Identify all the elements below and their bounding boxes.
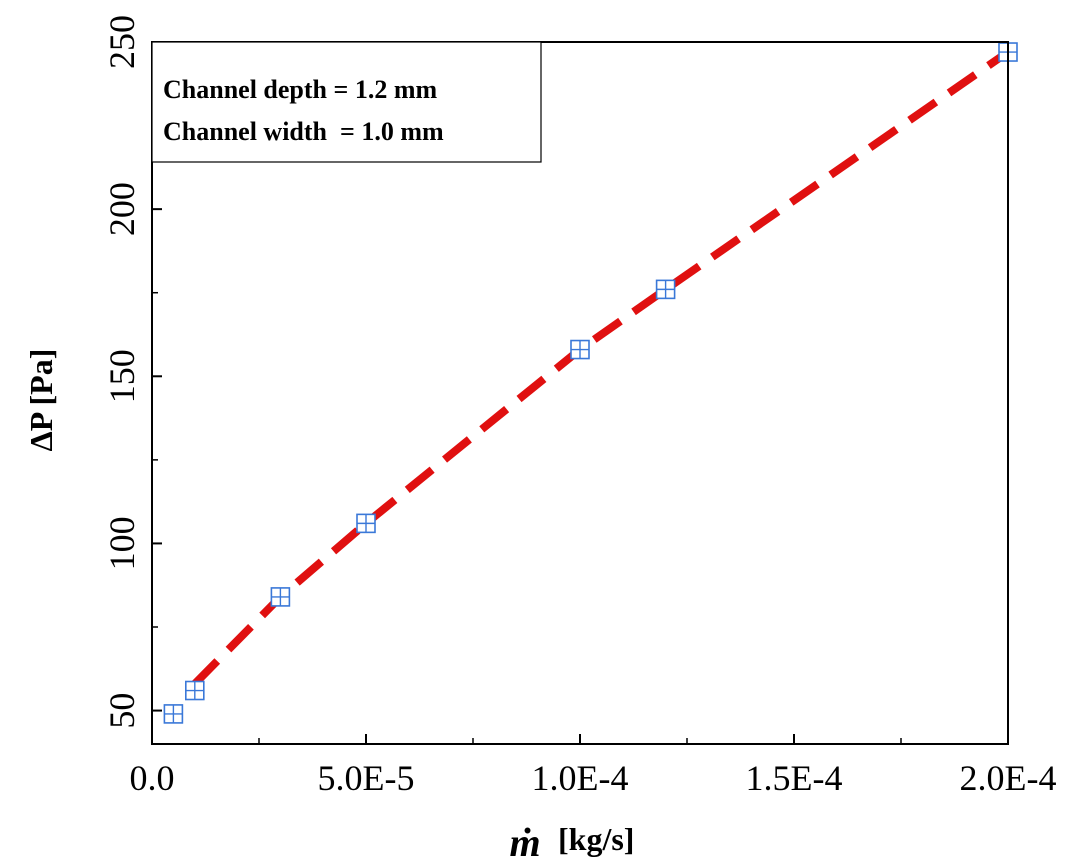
y-axis-label: ΔP [Pa] — [23, 349, 59, 452]
data-point-marker — [356, 513, 376, 534]
x-tick-label: 1.5E-4 — [746, 758, 843, 798]
data-point-marker — [270, 587, 291, 607]
y-axis: 50 100 150 200 250 — [102, 15, 162, 729]
x-tick-label: 0.0 — [130, 758, 175, 798]
annotation-line-depth: Channel depth = 1.2 mm — [163, 75, 437, 104]
data-point-marker — [163, 704, 184, 724]
y-tick-label: 100 — [102, 516, 142, 570]
x-axis-symbol: ṁ — [509, 820, 540, 865]
data-point-marker — [185, 680, 205, 701]
y-tick-label: 150 — [102, 349, 142, 403]
y-tick-label: 250 — [102, 15, 142, 69]
x-tick-label: 5.0E-5 — [318, 758, 415, 798]
annotation-box: Channel depth = 1.2 mm Channel width = 1… — [151, 41, 542, 163]
data-point-marker — [570, 339, 590, 360]
annotation-line-width: Channel width = 1.0 mm — [163, 117, 444, 146]
plot-marks — [163, 42, 1018, 724]
data-point-marker — [655, 279, 676, 300]
fit-line — [191, 48, 1011, 687]
x-tick-label: 2.0E-4 — [960, 758, 1057, 798]
y-tick-label: 50 — [102, 693, 142, 729]
x-axis: 0.0 5.0E-5 1.0E-4 1.5E-4 2.0E-4 — [130, 734, 1057, 798]
x-tick-label: 1.0E-4 — [532, 758, 629, 798]
x-axis-label: [kg/s] — [558, 821, 634, 857]
y-tick-label: 200 — [102, 182, 142, 236]
